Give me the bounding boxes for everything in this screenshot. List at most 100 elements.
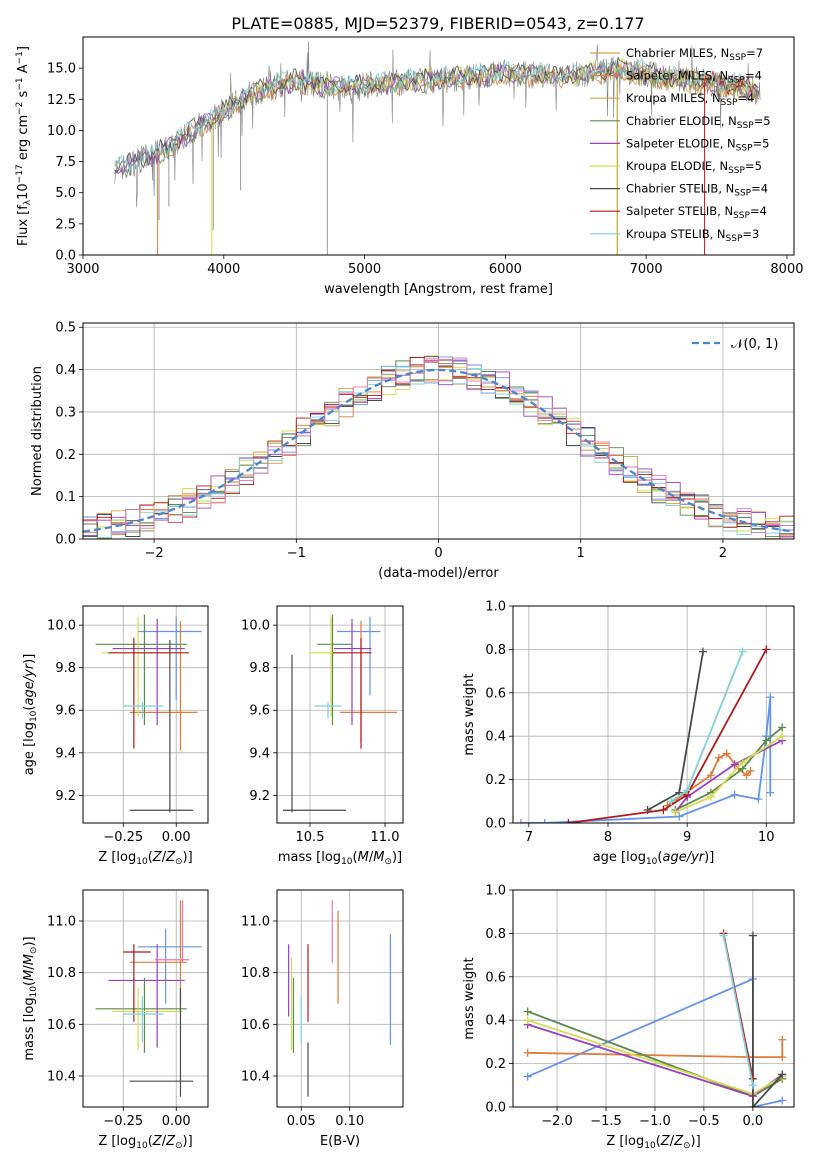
weight-line [752, 935, 783, 1107]
x-tick-label: 10.5 [296, 830, 325, 845]
weight-marker [762, 736, 771, 745]
x-tick-label: 0.00 [162, 830, 191, 845]
weight-marker [659, 805, 668, 814]
x-tick-label: 2 [719, 546, 727, 561]
x-tick-label: −1.5 [590, 1114, 622, 1129]
axes-frame [82, 605, 209, 824]
y-tick-label: 10.4 [241, 1070, 270, 1085]
axes-residuals: −2 −1 0 1 2 0.0 0.1 0.2 0.3 0.4 0.5 𝒩(0, 1) (data-mo… [30, 321, 795, 581]
y-tick-label: 2.5 [55, 217, 76, 232]
model-spectrum [114, 61, 759, 178]
y-tick-label: 10.6 [47, 1018, 76, 1033]
plot-area-residuals [83, 355, 794, 539]
weight-marker [706, 771, 715, 780]
y-tick-label: 10.0 [47, 619, 76, 634]
weight-marker [742, 771, 751, 780]
legend-entry: Salpeter STELIB, NSSP=4 [626, 204, 767, 221]
y-axis-label: age [log10(age/yr)] [22, 654, 39, 776]
legend-entry: Salpeter ELODIE, NSSP=5 [626, 136, 769, 153]
y-tick-label: 0.6 [485, 686, 506, 701]
x-tick-label: −1.0 [639, 1114, 671, 1129]
axes-frame [82, 36, 795, 256]
x-tick-label: 0 [434, 546, 442, 561]
weight-line [527, 1039, 784, 1058]
x-tick-label: 1 [577, 546, 585, 561]
weight-line [674, 735, 783, 813]
axes-age_vs_Z: −0.25 0.00 9.2 9.4 9.6 9.8 10.0 Z [log10(Z/Z⊙)]… [22, 605, 209, 867]
weight-marker [516, 819, 525, 823]
weight-marker [778, 723, 787, 732]
y-tick-label: 9.2 [55, 789, 76, 804]
weight-marker [778, 1096, 787, 1105]
y-axis-label: Normed distribution [30, 366, 45, 496]
x-tick-label: −2 [145, 546, 164, 561]
y-tick-label: 0.0 [55, 249, 76, 264]
x-tick-label: 6000 [489, 262, 522, 277]
legend-entry: Salpeter MILES, NSSP=4 [626, 69, 762, 86]
axes-weight_vs_Z: −2.0 −1.5 −1.0 −0.5 0.0 0.0 0.2 0.4 0.6 0.8 1.0 Z [… [462, 884, 795, 1151]
gaussian-curve [83, 368, 794, 533]
x-tick-label: 8 [604, 830, 612, 845]
y-tick-label: 0.4 [55, 363, 76, 378]
x-tick-label: 7000 [630, 262, 663, 277]
weight-marker [675, 812, 684, 821]
y-tick-label: 10.6 [241, 1018, 270, 1033]
legend-entry: Chabrier ELODIE, NSSP=5 [626, 114, 771, 131]
axes-mass_vs_EBV: 0.05 0.10 10.4 10.6 10.8 11.0 E(B-V) [241, 889, 404, 1149]
y-tick-label: 0.3 [55, 405, 76, 420]
figure-title: PLATE=0885, MJD=52379, FIBERID=0543, z=0… [231, 14, 644, 33]
axes-mass_vs_Z: −0.25 0.00 10.4 10.6 10.8 11.0 Z [log10(Z/Z⊙)]… [22, 889, 209, 1151]
x-axis-label: Z [log10(Z/Z⊙)] [98, 1134, 192, 1151]
y-tick-label: 12.5 [47, 93, 76, 108]
axes-spectrum: 3000 4000 5000 6000 7000 8000 0.0 2.5 5.0 7.5 10.0… [15, 36, 804, 297]
x-axis-label: mass [log10(M/M⊙)] [278, 850, 402, 867]
x-tick-label: −0.25 [103, 830, 143, 845]
weight-marker [683, 786, 692, 795]
axes-frame [82, 889, 209, 1108]
x-tick-label: 0.05 [287, 1114, 316, 1129]
y-tick-label: 9.8 [55, 661, 76, 676]
x-tick-label: 0.0 [743, 1114, 764, 1129]
y-axis-label: mass [log10(M/M⊙)] [22, 936, 39, 1060]
weight-marker [523, 1007, 532, 1016]
x-tick-label: −0.25 [103, 1114, 143, 1129]
axes-age_vs_mass: 10.5 11.0 9.2 9.4 9.6 9.8 10.0 mass [log10(M/M⊙… [241, 605, 404, 867]
x-tick-label: 5000 [348, 262, 381, 277]
x-tick-label: 10 [758, 830, 775, 845]
x-tick-label: 11.0 [371, 830, 400, 845]
y-tick-label: 9.2 [249, 789, 270, 804]
y-tick-label: 0.8 [485, 927, 506, 942]
weight-marker [778, 1053, 787, 1062]
weight-marker [762, 645, 771, 654]
x-tick-label: −2.0 [541, 1114, 573, 1129]
x-tick-label: 4000 [207, 262, 240, 277]
x-tick-label: 3000 [66, 262, 99, 277]
x-axis-label: Z [log10(Z/Z⊙)] [606, 1134, 700, 1151]
y-tick-label: 10.0 [47, 124, 76, 139]
x-axis-label: (data-model)/error [378, 566, 499, 581]
axes-frame [82, 322, 795, 540]
y-tick-label: 10.0 [241, 619, 270, 634]
weight-marker [667, 797, 676, 806]
y-tick-label: 9.4 [55, 746, 76, 761]
x-tick-label: 7 [525, 830, 533, 845]
weight-marker [766, 693, 775, 702]
weight-marker [540, 819, 549, 823]
y-tick-label: 9.4 [249, 746, 270, 761]
x-axis-label: Z [log10(Z/Z⊙)] [98, 850, 192, 867]
plot-area-weight_vs_age [516, 645, 787, 823]
x-axis-label: E(B-V) [320, 1134, 360, 1149]
y-tick-label: 1.0 [485, 600, 506, 615]
weight-marker [748, 1081, 757, 1090]
y-tick-label: 0.0 [485, 817, 506, 832]
weight-marker [523, 1072, 532, 1081]
weight-marker [730, 760, 739, 769]
weight-marker [719, 931, 728, 940]
weight-marker [778, 1070, 787, 1079]
weight-line [568, 648, 768, 823]
x-tick-label: 8000 [770, 262, 803, 277]
y-tick-label: 11.0 [47, 915, 76, 930]
plot-area-mass_vs_Z [95, 900, 202, 1097]
weight-marker [754, 795, 763, 804]
